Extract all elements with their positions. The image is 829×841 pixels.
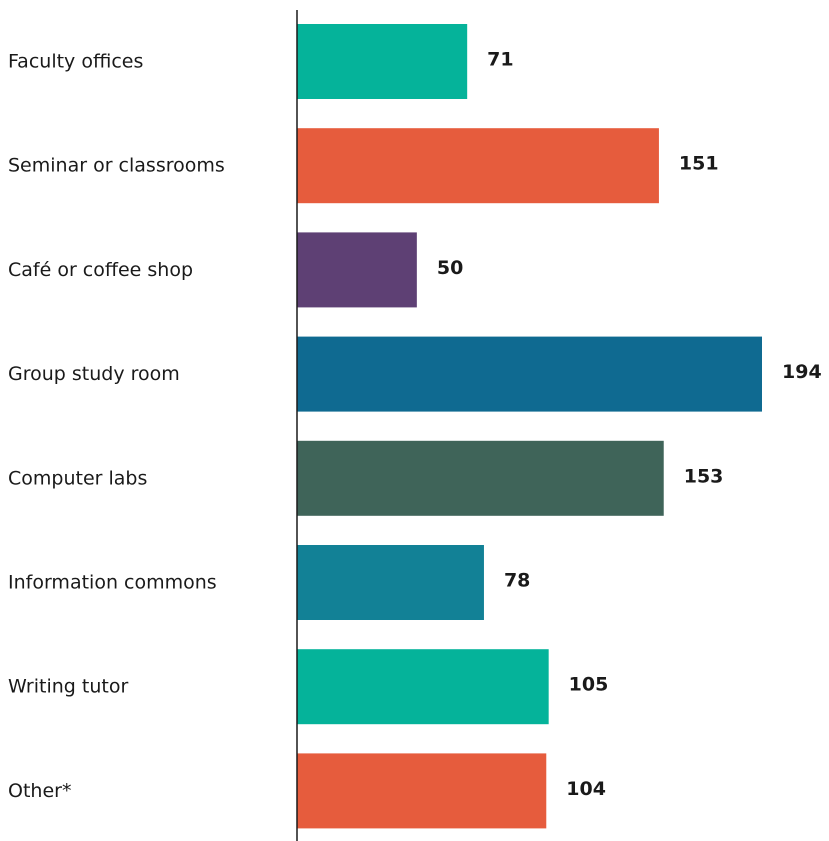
bar <box>297 440 664 516</box>
bar <box>297 128 659 204</box>
bar <box>297 232 417 308</box>
category-labels-group: Faculty offices Seminar or classrooms Café… <box>8 51 225 802</box>
bar <box>297 753 547 829</box>
bar <box>297 24 468 99</box>
category-label: Café or coffee shop <box>8 259 193 281</box>
value-label: 153 <box>684 465 724 487</box>
bar <box>297 545 484 620</box>
category-label: Information commons <box>8 572 217 594</box>
bar <box>297 336 762 412</box>
value-label: 105 <box>569 674 609 696</box>
category-label: Other* <box>8 780 71 802</box>
value-label: 71 <box>487 49 513 71</box>
bars-group <box>297 24 762 829</box>
bar <box>297 649 549 725</box>
value-labels-group: 71 151 50 194 153 78 105 104 <box>437 49 822 800</box>
category-label: Computer labs <box>8 467 147 489</box>
value-label: 78 <box>504 570 530 592</box>
category-label: Seminar or classrooms <box>8 155 225 177</box>
value-label: 151 <box>679 153 719 175</box>
category-label: Group study room <box>8 363 180 385</box>
value-label: 104 <box>566 778 606 800</box>
category-label: Writing tutor <box>8 676 128 698</box>
category-label: Faculty offices <box>8 51 143 73</box>
value-label: 50 <box>437 257 463 279</box>
value-label: 194 <box>782 361 822 383</box>
